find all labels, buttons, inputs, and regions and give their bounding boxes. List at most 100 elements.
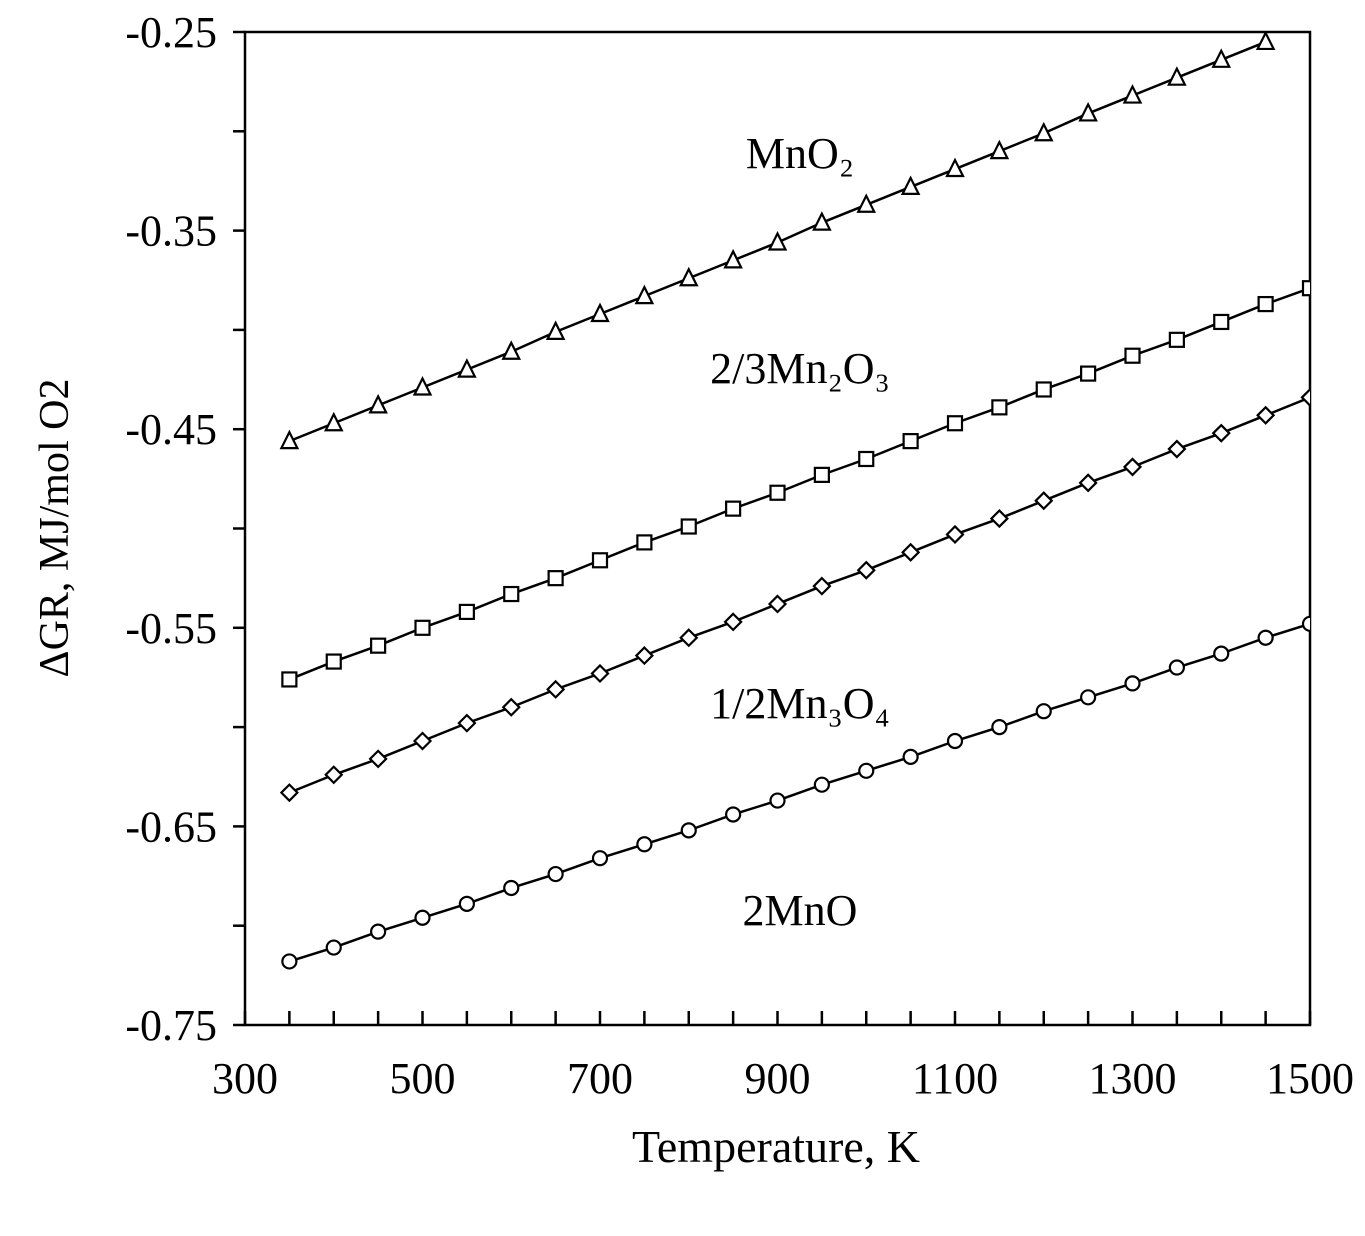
marker <box>457 358 477 378</box>
marker <box>1080 365 1097 382</box>
marker <box>458 895 475 912</box>
marker <box>901 542 921 562</box>
marker <box>856 560 876 580</box>
series <box>279 387 1310 803</box>
marker <box>812 576 832 596</box>
x-tick-label: 700 <box>567 1054 633 1103</box>
x-axis-label: Temperature, K <box>632 1121 920 1172</box>
marker <box>547 570 564 587</box>
y-tick-label: -0.75 <box>125 1001 217 1050</box>
marker <box>590 663 610 684</box>
marker <box>767 231 788 251</box>
marker <box>281 671 298 688</box>
marker <box>858 450 875 468</box>
marker <box>1301 280 1310 297</box>
marker <box>546 679 566 699</box>
marker <box>946 415 964 432</box>
marker <box>279 429 300 450</box>
series-label: 2MnO <box>743 886 858 935</box>
marker <box>325 653 342 670</box>
marker <box>813 776 830 793</box>
x-tick-label: 1300 <box>1089 1054 1177 1103</box>
marker <box>991 718 1008 736</box>
marker <box>1078 473 1098 493</box>
marker <box>457 713 477 733</box>
marker <box>368 393 388 414</box>
marker <box>1168 659 1185 676</box>
marker <box>1168 331 1185 348</box>
x-tick-label: 1100 <box>912 1054 998 1103</box>
marker <box>1122 457 1143 477</box>
marker <box>634 646 654 666</box>
marker <box>370 923 387 940</box>
marker <box>723 612 743 632</box>
marker <box>1167 66 1187 86</box>
marker <box>767 594 788 614</box>
marker <box>680 518 697 535</box>
marker <box>858 762 875 779</box>
marker <box>634 284 655 305</box>
marker <box>679 628 699 648</box>
marker <box>812 211 832 231</box>
marker <box>945 157 965 178</box>
marker <box>902 748 919 765</box>
marker <box>412 731 433 751</box>
plot-frame <box>243 30 1312 1027</box>
marker <box>1122 84 1143 104</box>
y-tick-label: -0.55 <box>125 604 217 653</box>
x-tick-label: 900 <box>745 1054 811 1103</box>
marker <box>370 637 387 654</box>
marker <box>725 806 742 823</box>
series <box>279 32 1276 450</box>
marker <box>325 939 342 956</box>
marker <box>991 399 1008 416</box>
x-tick-label: 500 <box>390 1054 456 1103</box>
series-line <box>288 396 1310 794</box>
marker <box>1257 295 1274 313</box>
y-tick-label: -0.45 <box>125 405 217 454</box>
marker <box>1124 347 1141 364</box>
marker <box>501 340 522 360</box>
marker <box>902 433 919 450</box>
marker <box>412 376 433 396</box>
series <box>281 615 1310 970</box>
series-label: 2/3Mn₂O₃ <box>710 344 890 393</box>
marker <box>1300 387 1310 407</box>
marker <box>1257 629 1274 646</box>
marker <box>591 850 609 867</box>
marker <box>1033 121 1054 142</box>
series-label: MnO₂ <box>746 129 854 178</box>
marker <box>1301 615 1310 632</box>
marker <box>414 619 431 636</box>
marker <box>501 697 521 717</box>
x-tick-label: 300 <box>212 1054 278 1103</box>
marker <box>1255 32 1276 51</box>
y-tick-label: -0.25 <box>125 8 217 57</box>
marker <box>547 865 564 883</box>
marker <box>1256 405 1276 425</box>
marker <box>279 783 299 803</box>
marker <box>989 139 1010 160</box>
marker <box>1211 48 1232 68</box>
marker <box>946 732 964 750</box>
y-tick-label: -0.65 <box>125 802 217 851</box>
marker <box>458 603 475 621</box>
marker <box>590 302 610 323</box>
marker <box>1167 439 1187 459</box>
marker <box>1213 313 1230 331</box>
marker <box>1213 645 1230 662</box>
marker <box>680 822 697 839</box>
marker <box>1034 491 1054 511</box>
marker <box>989 509 1009 529</box>
marker <box>769 484 786 501</box>
marker <box>1080 689 1097 706</box>
marker <box>1035 703 1052 720</box>
marker <box>1035 381 1052 398</box>
marker <box>503 879 520 897</box>
marker <box>900 175 921 196</box>
marker <box>323 411 344 432</box>
y-tick-label: -0.35 <box>125 207 217 256</box>
marker <box>414 909 431 926</box>
marker <box>813 466 830 483</box>
